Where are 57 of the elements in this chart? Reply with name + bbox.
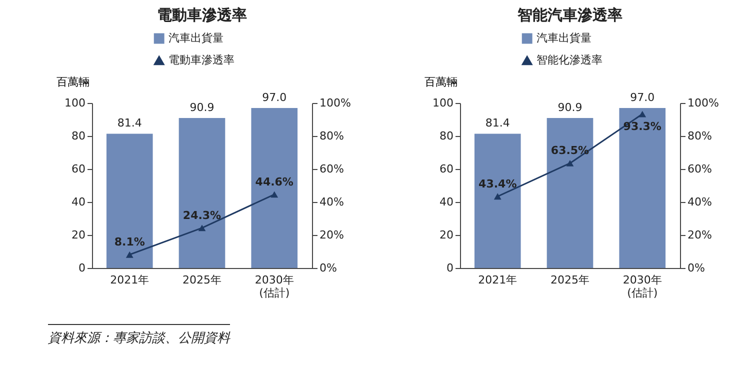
y2-tick-label: 20%: [688, 228, 712, 242]
y-tick-label: 0: [78, 262, 86, 274]
y2-tick-label: 0%: [320, 262, 337, 274]
y-tick-label: 80: [440, 130, 454, 142]
source-note: 資料來源：專家訪談、公開資料: [48, 324, 230, 347]
y-tick-label: 0: [446, 262, 454, 274]
y-tick-label: 20: [72, 228, 86, 242]
data-label: 97.0: [630, 90, 655, 104]
chart-title: 智能汽車滲透率: [516, 6, 622, 24]
point: [566, 160, 574, 166]
data-label: 43.4%: [478, 177, 517, 190]
y-tick-label: 100: [64, 96, 86, 110]
y-tick-label: 60: [72, 162, 86, 176]
y-tick-label: 40: [72, 196, 86, 208]
y-axis-title: 百萬輛: [424, 76, 458, 88]
y-tick-label: 100: [432, 96, 454, 110]
data-label: 97.0: [262, 90, 287, 104]
data-label: 93.3%: [623, 120, 662, 134]
y2-tick-label: 40%: [320, 196, 344, 208]
legend-label: 電動車滲透率: [168, 54, 235, 66]
legend-label: 汽車出貨量: [536, 32, 592, 44]
y-tick-label: 40: [440, 196, 454, 208]
y2-tick-label: 80%: [688, 130, 712, 142]
y2-tick-label: 100%: [688, 96, 719, 110]
data-label: 81.4: [485, 116, 510, 130]
y-tick-label: 20: [440, 228, 454, 242]
y2-tick-label: 20%: [320, 228, 344, 242]
point: [494, 193, 502, 200]
x-tick-label: 2021年: [478, 274, 518, 286]
point: [638, 110, 646, 118]
data-label: 90.9: [190, 101, 214, 114]
x-tick-label: 2025年: [182, 274, 222, 286]
y2-tick-label: 60%: [688, 162, 712, 176]
data-label: 44.6%: [255, 175, 294, 188]
legend-label: 智能化滲透率: [536, 54, 603, 66]
y-tick-label: 80: [72, 130, 86, 142]
y-axis-title: 百萬輛: [56, 76, 90, 88]
y2-tick-label: 60%: [320, 162, 344, 176]
data-label: 24.3%: [182, 208, 222, 222]
y2-tick-label: 0%: [688, 262, 705, 274]
legend-label: 汽車出貨量: [168, 32, 224, 44]
point: [270, 191, 278, 198]
data-label: 81.4: [117, 116, 142, 130]
data-label: 8.1%: [114, 236, 145, 249]
point: [198, 224, 206, 232]
y2-tick-label: 80%: [320, 130, 344, 142]
x-tick-label: 2030年 (估計): [622, 274, 662, 300]
data-label: 63.5%: [550, 144, 590, 158]
y-tick-label: 60: [440, 162, 454, 176]
chart-title: 電動車滲透率: [157, 6, 247, 24]
y2-tick-label: 100%: [320, 96, 351, 110]
y2-tick-label: 40%: [688, 196, 712, 208]
data-label: 90.9: [558, 101, 582, 114]
point: [126, 251, 134, 258]
x-tick-label: 2030年 (估計): [254, 274, 294, 300]
x-tick-label: 2025年: [550, 274, 590, 286]
x-tick-label: 2021年: [110, 274, 150, 286]
